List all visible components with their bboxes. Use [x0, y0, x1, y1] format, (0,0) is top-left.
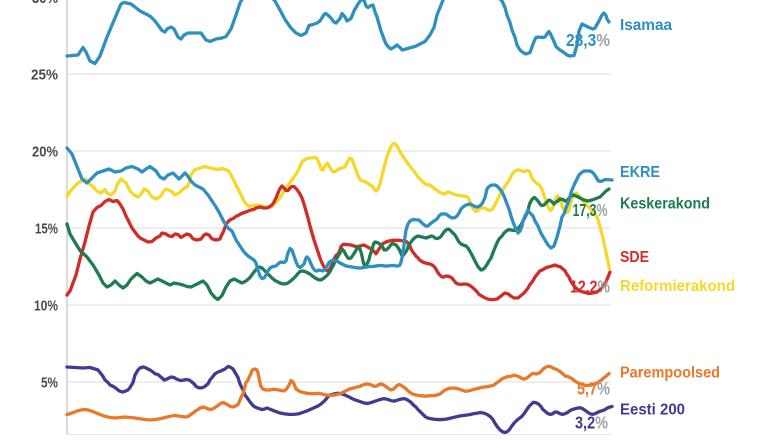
svg-text:20%: 20%: [32, 144, 58, 161]
svg-text:30%: 30%: [32, 0, 58, 7]
svg-text:10%: 10%: [34, 298, 58, 315]
svg-text:Parempoolsed: Parempoolsed: [620, 365, 720, 382]
svg-text:5%: 5%: [41, 375, 58, 392]
svg-text:EKRE: EKRE: [620, 164, 660, 181]
svg-text:SDE: SDE: [620, 249, 649, 266]
svg-text:5,7%: 5,7%: [577, 379, 610, 399]
svg-text:Isamaa: Isamaa: [620, 17, 672, 34]
svg-text:15%: 15%: [35, 221, 58, 238]
svg-text:25%: 25%: [31, 67, 58, 84]
svg-text:Keskerakond: Keskerakond: [620, 196, 710, 213]
svg-text:28,3%: 28,3%: [566, 30, 610, 50]
svg-text:3,2%: 3,2%: [575, 413, 608, 433]
svg-text:Reformierakond: Reformierakond: [620, 278, 735, 295]
svg-text:Eesti 200: Eesti 200: [620, 402, 685, 419]
svg-text:17,3%: 17,3%: [573, 200, 608, 220]
svg-text:12,2%: 12,2%: [570, 277, 610, 297]
